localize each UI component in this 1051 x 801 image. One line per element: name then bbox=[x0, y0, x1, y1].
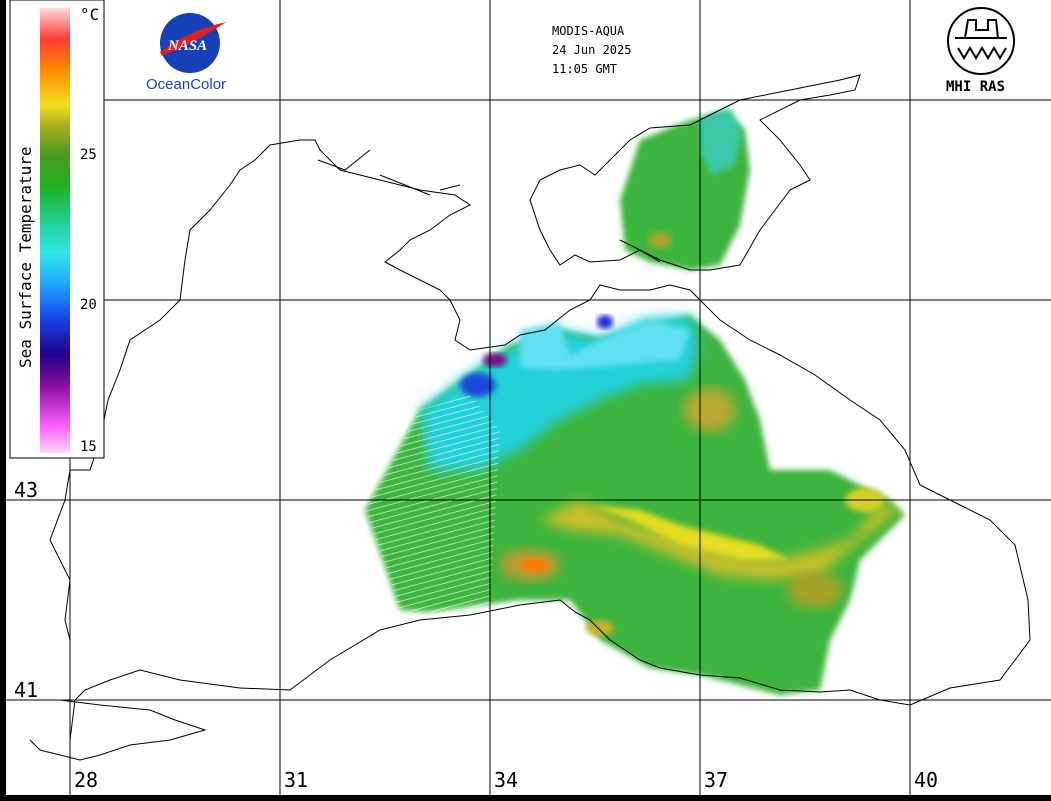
colorbar-tick-25: 25 bbox=[80, 147, 97, 163]
nasa-logo: NASA bbox=[160, 13, 226, 73]
nasa-wordmark: NASA bbox=[167, 38, 207, 54]
oceancolor-label: OceanColor bbox=[146, 76, 227, 93]
lon-label-40: 40 bbox=[914, 768, 938, 792]
colorbar-gradient bbox=[40, 8, 70, 453]
satellite-label: MODIS-AQUA bbox=[552, 24, 625, 38]
mhi-ras-logo bbox=[947, 7, 1015, 75]
date-label: 24 Jun 2025 bbox=[552, 43, 632, 57]
mhi-ras-label: MHI RAS bbox=[946, 79, 1006, 95]
colorbar-unit: °C bbox=[80, 5, 99, 24]
colorbar-title: Sea Surface Temperature bbox=[16, 146, 35, 368]
lat-label-41: 41 bbox=[14, 678, 38, 702]
sst-field bbox=[365, 108, 905, 695]
lon-label-34: 34 bbox=[494, 768, 518, 792]
time-label: 11:05 GMT bbox=[552, 62, 618, 76]
lon-label-31: 31 bbox=[284, 768, 308, 792]
lon-label-37: 37 bbox=[704, 768, 728, 792]
lat-label-43: 43 bbox=[14, 478, 38, 502]
lon-label-28: 28 bbox=[74, 768, 98, 792]
axis-labels: 28 31 34 37 40 43 41 bbox=[14, 478, 938, 792]
colorbar-tick-20: 20 bbox=[80, 297, 97, 313]
colorbar: °C 25 20 15 Sea Surface Temperature bbox=[9, 0, 105, 459]
colorbar-tick-15: 15 bbox=[80, 439, 97, 455]
